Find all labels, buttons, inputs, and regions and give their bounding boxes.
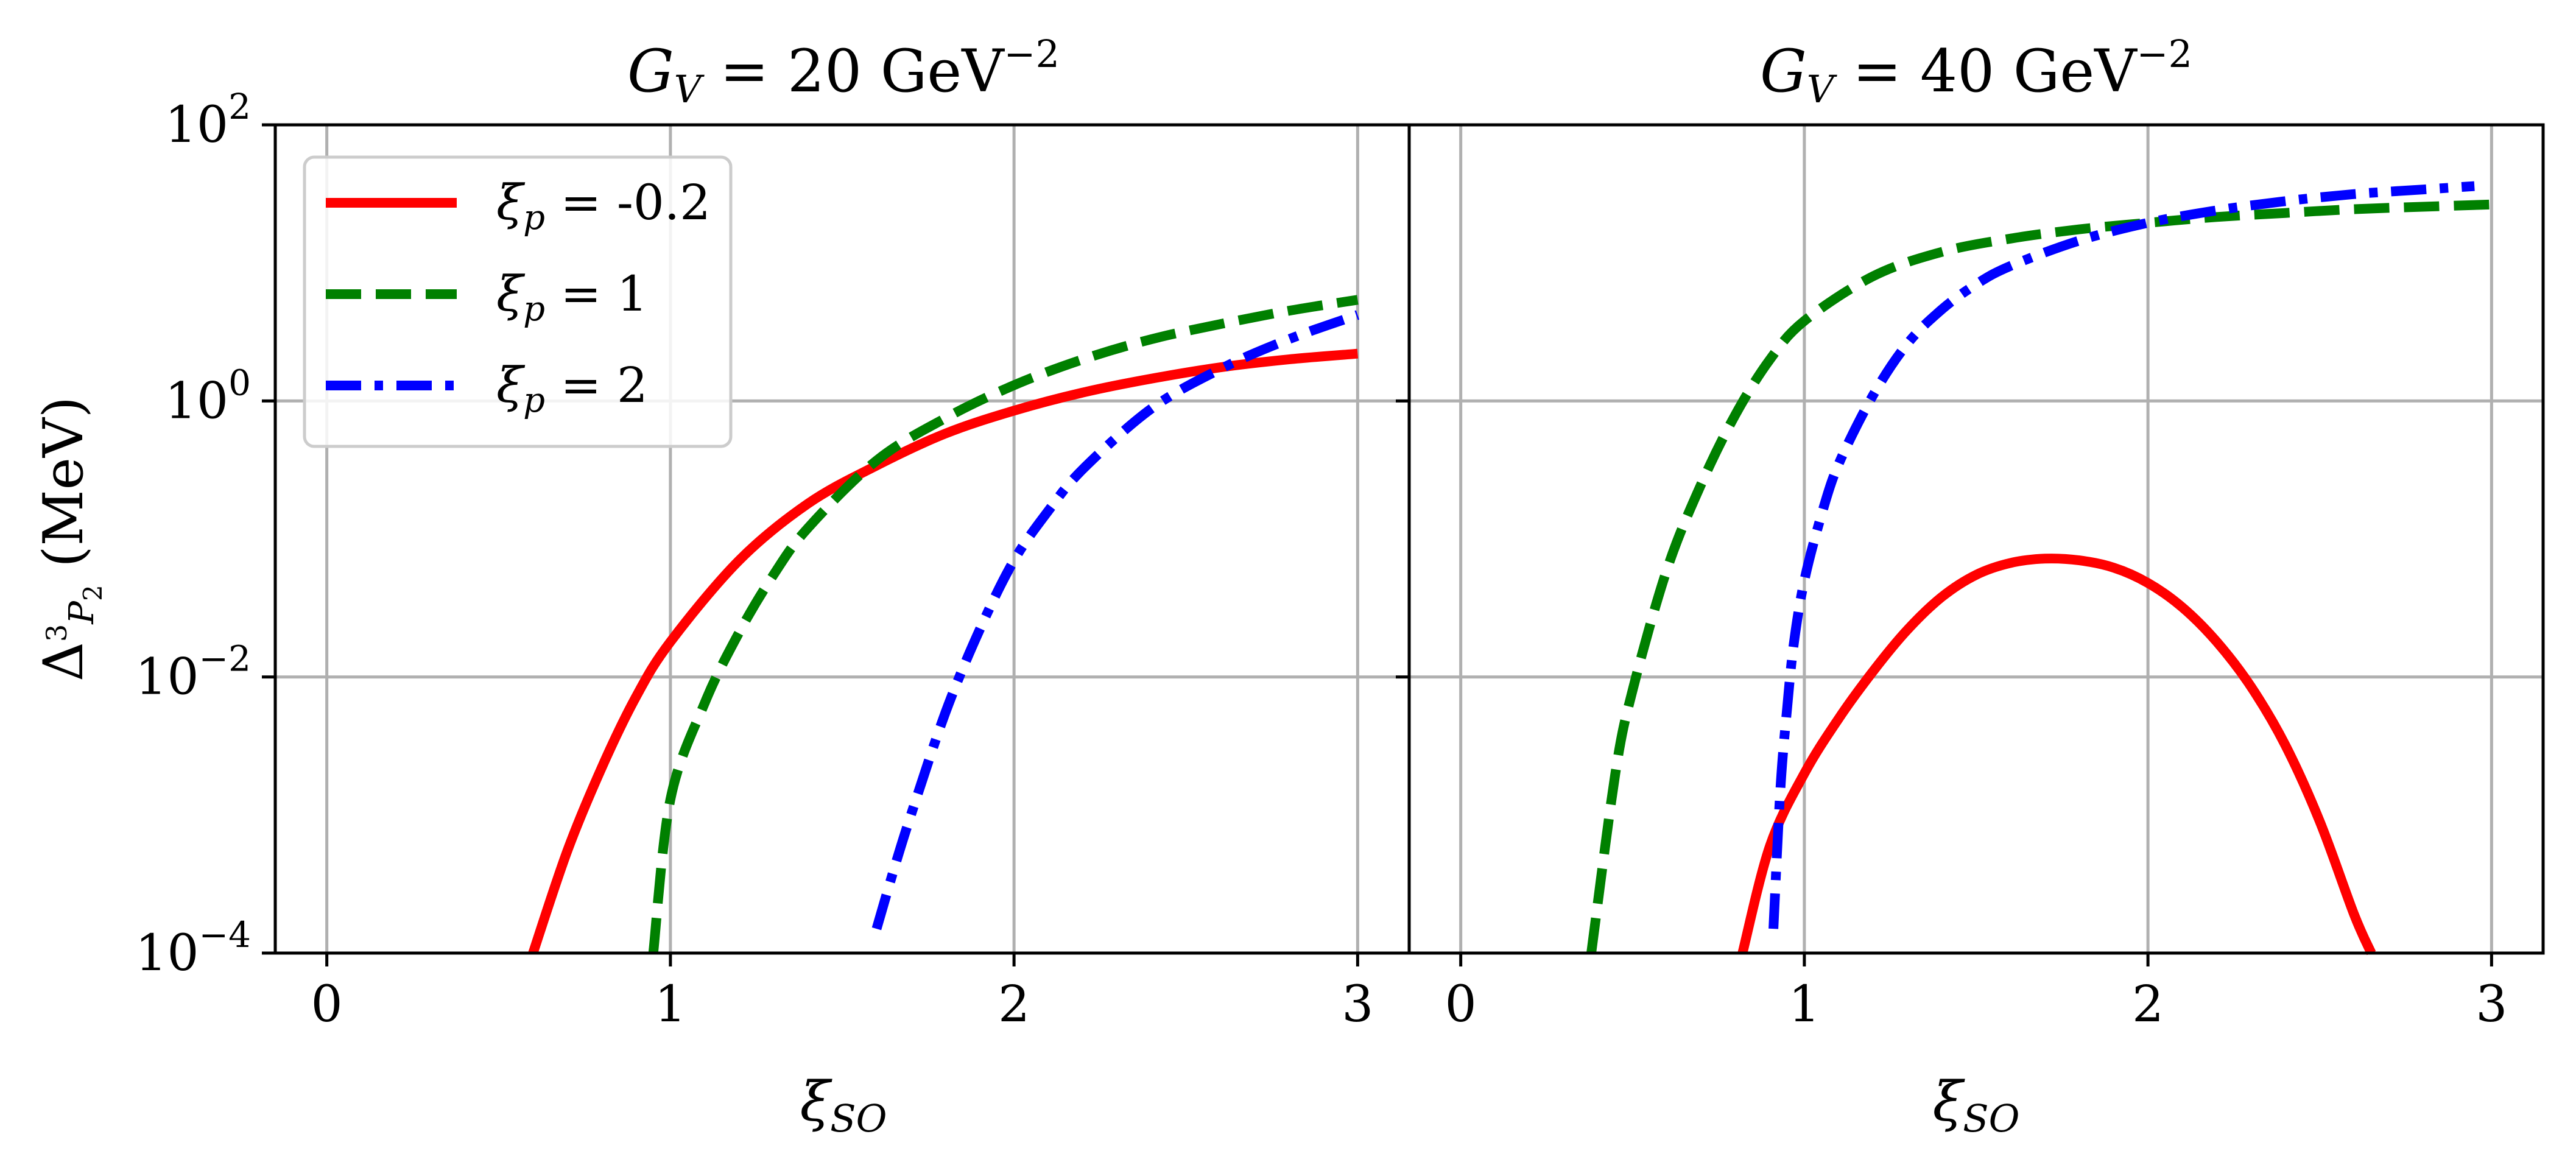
panel-1-y-ticks: 10−4 10−2 100 102 [135,86,275,982]
x-tick-label: 3 [1342,976,1373,1033]
y-tick-label: 102 [165,86,251,154]
panel-2-title: GV = 40 GeV−2 [1760,32,2192,111]
panel-2-grid [1409,125,2543,953]
y-tick-label: 10−4 [135,914,251,982]
panel-1-x-axis-label: ξSO [800,1070,887,1141]
legend-box [303,155,733,448]
legend: ξp = -0.2 ξp = 1 ξp = 2 [303,155,733,448]
panel-2-x-ticks: 0 1 2 3 [1445,953,2507,1033]
panel-1-series [528,295,1360,955]
legend-label-2: ξp = 1 [496,266,648,329]
legend-label-1: ξp = -0.2 [496,174,711,238]
y-axis-label: Δ3P2 (MeV) [32,396,108,681]
series-line-3 [1768,181,2475,929]
x-tick-label: 2 [2132,976,2164,1033]
panel-2: GV = 40 GeV−2 0 1 2 3 ξSO [1396,32,2545,1141]
panel-1-title: GV = 20 GeV−2 [627,32,1060,111]
legend-entry-1: ξp = -0.2 [326,174,711,238]
legend-entry-2: ξp = 1 [326,266,648,329]
panel-1-x-ticks: 0 1 2 3 [311,953,1373,1033]
x-tick-label: 0 [311,976,343,1033]
x-tick-label: 2 [998,976,1030,1033]
panel-2-x-axis-label: ξSO [1933,1070,2020,1141]
x-tick-label: 3 [2476,976,2507,1033]
panel-1: GV = 20 GeV−2 0 1 2 3 10−4 10−2 100 102 ξSO Δ3… [32,32,1411,1141]
panel-2-series [1586,181,2492,956]
panel-2-y-ticks [1396,123,1409,955]
legend-label-3: ξp = 2 [496,357,648,420]
x-tick-label: 1 [1789,976,1820,1033]
series-line-1 [1737,554,2376,956]
legend-entry-3: ξp = 2 [326,357,648,420]
panel-2-frame [1407,123,2545,955]
x-tick-label: 0 [1445,976,1477,1033]
y-tick-label: 10−2 [135,638,251,706]
y-tick-label: 100 [165,362,251,430]
series-line-3 [871,310,1360,931]
x-tick-label: 1 [655,976,686,1033]
series-line-2 [1586,199,2492,954]
series-line-2 [648,295,1359,954]
